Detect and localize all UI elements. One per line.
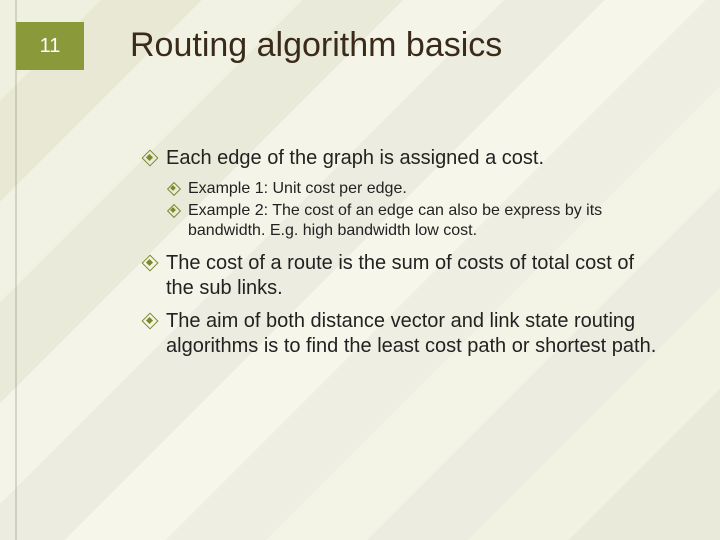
sub-bullet-text: Example 1: Unit cost per edge. [188, 180, 407, 197]
sub-bullet-item: Example 2: The cost of an edge can also … [166, 201, 660, 241]
sub-bullet-text: Example 2: The cost of an edge can also … [188, 202, 602, 239]
page-number: 11 [40, 35, 61, 58]
slide-title: Routing algorithm basics [130, 26, 502, 65]
bullet-item: Each edge of the graph is assigned a cos… [140, 146, 660, 171]
bullet-text: Each edge of the graph is assigned a cos… [166, 147, 544, 169]
bullet-text: The cost of a route is the sum of costs … [166, 252, 634, 299]
page-number-badge: 11 [16, 22, 84, 70]
vertical-rule [15, 0, 17, 540]
sub-bullet-item: Example 1: Unit cost per edge. [166, 179, 660, 199]
bullet-item: The aim of both distance vector and link… [140, 309, 660, 359]
sub-bullet-group: Example 1: Unit cost per edge. Example 2… [166, 179, 660, 241]
bullet-item: The cost of a route is the sum of costs … [140, 251, 660, 301]
slide-body: Each edge of the graph is assigned a cos… [140, 146, 660, 367]
slide: 11 Routing algorithm basics Each edge of… [0, 0, 720, 540]
bullet-text: The aim of both distance vector and link… [166, 310, 656, 357]
